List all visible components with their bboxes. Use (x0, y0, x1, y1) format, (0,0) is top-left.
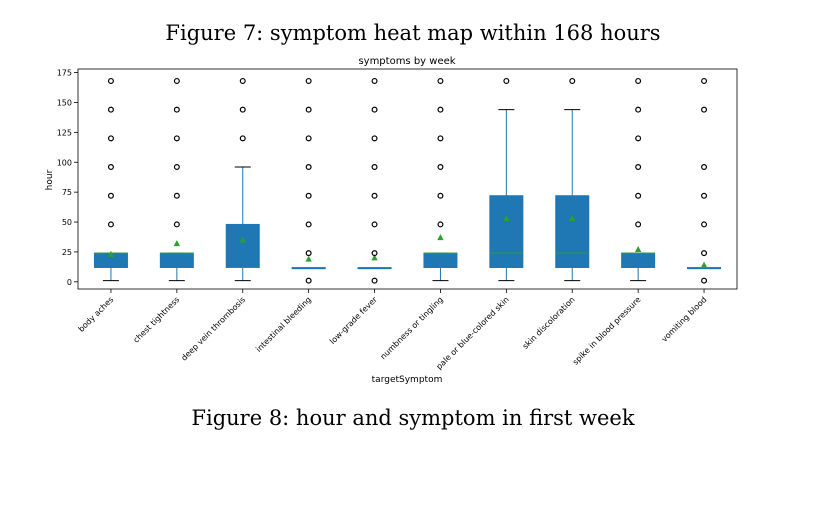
outlier-point (701, 250, 708, 257)
box (423, 252, 458, 268)
outlier-point (107, 192, 114, 199)
x-tick-label: spike in blood pressure (571, 295, 643, 367)
outlier-point (173, 77, 180, 84)
x-tick-label: deep vein thrombosis (180, 295, 248, 363)
x-tick-label: pale or blue-colored skin (435, 295, 511, 371)
outlier-point (701, 77, 708, 84)
outlier-point (635, 221, 642, 228)
mean-marker (503, 214, 510, 221)
outlier-point (239, 77, 246, 84)
outlier-point (305, 106, 312, 113)
x-tick-label: intestinal bleeding (254, 295, 313, 354)
x-axis-label: targetSymptom (372, 375, 443, 385)
outlier-point (701, 277, 708, 284)
outlier-point (569, 77, 576, 84)
outlier-point (107, 77, 114, 84)
mean-marker (107, 250, 115, 257)
outlier-point (239, 135, 246, 142)
outlier-point (437, 77, 444, 84)
outlier-point (635, 164, 642, 171)
y-tick-label: 0 (67, 278, 72, 287)
outlier-point (173, 164, 180, 171)
outlier-point (239, 106, 246, 113)
outlier-point (305, 192, 312, 199)
mean-marker (634, 246, 642, 253)
outlier-point (305, 277, 312, 284)
mean-marker (239, 236, 246, 243)
y-tick-label: 25 (62, 248, 72, 257)
x-tick-label: skin discoloration (521, 295, 577, 351)
outlier-point (371, 192, 378, 199)
outlier-point (371, 135, 378, 142)
x-tick-label: low-grade fever (328, 295, 379, 346)
outlier-point (437, 106, 444, 113)
outlier-point (371, 250, 378, 257)
figure-caption-top: Figure 7: symptom heat map within 168 ho… (165, 21, 661, 45)
mean-marker (173, 240, 181, 247)
y-tick-label: 175 (57, 69, 72, 78)
y-axis-label: hour (45, 169, 55, 190)
outlier-point (107, 135, 114, 142)
box (555, 195, 590, 268)
x-tick-label: chest tightness (132, 295, 182, 345)
y-tick-label: 75 (62, 188, 72, 197)
outlier-point (437, 164, 444, 171)
mean-marker (700, 261, 708, 268)
outlier-point (371, 106, 378, 113)
outlier-point (371, 164, 378, 171)
plot-frame (77, 68, 738, 290)
outlier-point (701, 221, 708, 228)
mean-marker (437, 234, 444, 241)
outlier-point (107, 221, 114, 228)
mean-marker (371, 254, 378, 261)
outlier-point (305, 250, 312, 257)
outlier-point (173, 106, 180, 113)
outlier-point (371, 77, 378, 84)
mean-marker (305, 255, 312, 262)
outlier-point (437, 192, 444, 199)
outlier-point (107, 106, 114, 113)
outlier-point (305, 135, 312, 142)
outlier-point (701, 192, 708, 199)
box (489, 195, 524, 268)
outlier-point (503, 77, 510, 84)
outlier-point (635, 135, 642, 142)
outlier-point (305, 77, 312, 84)
y-tick-label: 150 (57, 98, 72, 107)
x-tick-label: body aches (77, 295, 116, 334)
outlier-point (371, 221, 378, 228)
outlier-point (371, 277, 378, 284)
outlier-point (437, 221, 444, 228)
mean-marker (569, 214, 576, 221)
outlier-point (635, 106, 642, 113)
y-tick-label: 125 (57, 128, 72, 137)
outlier-point (635, 77, 642, 84)
y-tick-label: 50 (62, 218, 72, 227)
outlier-point (305, 221, 312, 228)
outlier-point (701, 106, 708, 113)
outlier-point (701, 164, 708, 171)
x-tick-label: vomiting blood (660, 295, 709, 344)
box-plot-chart: 0 25 50 75 100 125 150 175 body aches chest tight… (45, 56, 738, 385)
y-tick-label: 100 (57, 158, 72, 167)
x-tick-label: numbness or tingling (379, 295, 445, 361)
outlier-point (305, 164, 312, 171)
outlier-point (635, 192, 642, 199)
box (225, 223, 260, 268)
outlier-point (173, 192, 180, 199)
box (621, 252, 656, 268)
figure-caption-bottom: Figure 8: hour and symptom in first week (191, 406, 635, 430)
outlier-point (173, 135, 180, 142)
outlier-point (107, 164, 114, 171)
box (159, 252, 194, 268)
outlier-point (173, 221, 180, 228)
outlier-point (437, 135, 444, 142)
chart-title: symptoms by week (358, 56, 455, 67)
